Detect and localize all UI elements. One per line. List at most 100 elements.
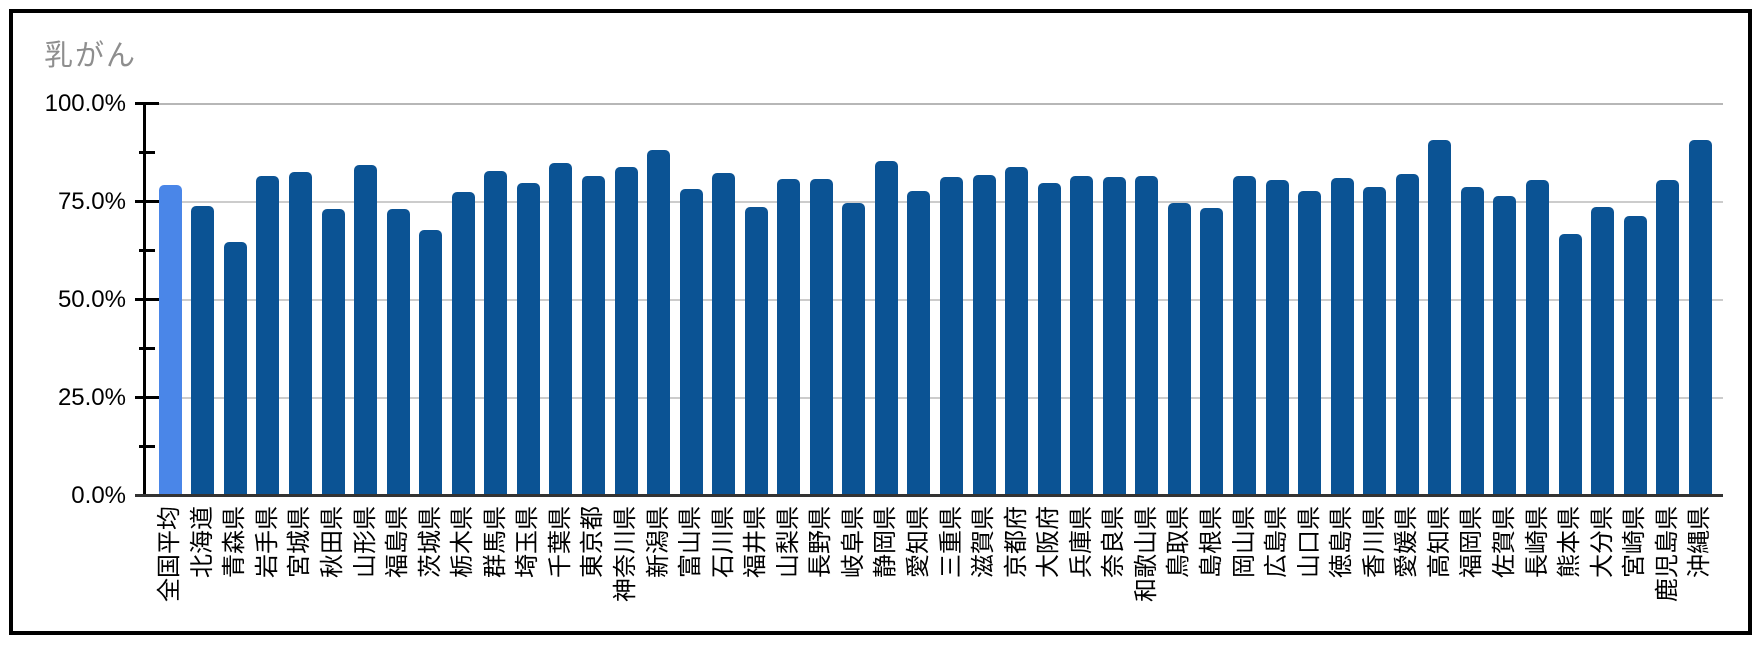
- bar-富山県: [679, 188, 703, 496]
- bar-広島県: [1265, 179, 1289, 496]
- y-axis-label: 25.0%: [57, 383, 126, 411]
- bar-鳥取県: [1167, 202, 1191, 496]
- bar-長野県: [809, 178, 833, 496]
- x-axis-label-愛媛県: 愛媛県: [1393, 506, 1421, 578]
- x-axis-label-長野県: 長野県: [807, 506, 835, 578]
- bar-北海道: [191, 206, 215, 496]
- x-axis-label-岐阜県: 岐阜県: [839, 506, 867, 578]
- x-axis-label-埼玉県: 埼玉県: [514, 506, 542, 578]
- bar-島根県: [1200, 208, 1224, 496]
- bar-静岡県: [874, 160, 898, 496]
- x-axis-label-徳島県: 徳島県: [1328, 506, 1356, 578]
- chart-title: 乳がん: [44, 40, 138, 72]
- bar-東京都: [581, 176, 605, 496]
- bar-石川県: [712, 172, 736, 496]
- bar-京都府: [1005, 167, 1029, 496]
- x-axis-label-静岡県: 静岡県: [872, 506, 900, 578]
- x-axis-label-大分県: 大分県: [1588, 506, 1616, 578]
- y-axis-label: 75.0%: [57, 187, 126, 215]
- x-axis-label-新潟県: 新潟県: [644, 506, 672, 578]
- x-axis-label-長崎県: 長崎県: [1523, 506, 1551, 578]
- x-axis-label-山口県: 山口県: [1295, 506, 1323, 578]
- y-minor-tick: [139, 347, 155, 350]
- bar-福井県: [744, 206, 768, 496]
- x-axis-label-福岡県: 福岡県: [1458, 506, 1486, 578]
- bar-大阪府: [1037, 182, 1061, 496]
- x-axis-label-山梨県: 山梨県: [774, 506, 802, 578]
- x-axis-label-群馬県: 群馬県: [481, 506, 509, 578]
- bar-山形県: [354, 164, 378, 496]
- bar-香川県: [1363, 186, 1387, 496]
- x-axis-label-香川県: 香川県: [1360, 506, 1388, 578]
- bar-福島県: [386, 208, 410, 496]
- bar-大分県: [1591, 206, 1615, 496]
- bar-鹿児島県: [1656, 180, 1680, 496]
- bar-千葉県: [549, 162, 573, 496]
- x-axis-label-和歌山県: 和歌山県: [1132, 506, 1160, 602]
- x-axis-label-京都府: 京都府: [1002, 506, 1030, 578]
- gridline-25.0%: [146, 396, 1723, 399]
- bar-熊本県: [1558, 234, 1582, 496]
- x-axis-label-福井県: 福井県: [742, 506, 770, 578]
- x-axis-line: [135, 493, 1723, 497]
- bar-神奈川県: [614, 167, 638, 496]
- x-axis-label-岡山県: 岡山県: [1230, 506, 1258, 578]
- bar-佐賀県: [1493, 196, 1517, 496]
- bar-奈良県: [1102, 177, 1126, 496]
- y-minor-tick: [139, 151, 155, 154]
- x-axis-label-北海道: 北海道: [188, 506, 216, 578]
- bar-山梨県: [777, 178, 801, 496]
- bar-埼玉県: [516, 182, 540, 496]
- bar-長崎県: [1526, 180, 1549, 496]
- x-axis-label-沖縄県: 沖縄県: [1686, 506, 1714, 578]
- bar-宮城県: [288, 172, 312, 496]
- x-axis-label-滋賀県: 滋賀県: [970, 506, 998, 578]
- bar-滋賀県: [972, 174, 996, 496]
- x-axis-label-鳥取県: 鳥取県: [1165, 506, 1193, 578]
- x-axis-label-山形県: 山形県: [351, 506, 379, 578]
- y-axis-label: 50.0%: [57, 285, 126, 313]
- bar-宮崎県: [1623, 215, 1647, 496]
- x-axis-label-秋田県: 秋田県: [319, 506, 347, 578]
- bar-和歌山県: [1135, 176, 1159, 496]
- bar-秋田県: [321, 208, 345, 496]
- x-axis-label-鹿児島県: 鹿児島県: [1653, 506, 1681, 602]
- x-axis-label-宮崎県: 宮崎県: [1621, 506, 1649, 578]
- x-axis-label-兵庫県: 兵庫県: [1067, 506, 1095, 578]
- y-axis-label: 100.0%: [44, 89, 126, 117]
- y-minor-tick: [139, 445, 155, 448]
- x-axis-label-青森県: 青森県: [221, 506, 249, 578]
- x-axis-label-神奈川県: 神奈川県: [612, 506, 640, 602]
- bar-三重県: [940, 177, 964, 496]
- bar-沖縄県: [1688, 140, 1712, 496]
- bar-愛知県: [907, 191, 931, 496]
- y-minor-tick: [139, 249, 155, 252]
- bar-岩手県: [256, 175, 280, 496]
- bar-青森県: [223, 242, 247, 496]
- x-axis-label-広島県: 広島県: [1263, 506, 1291, 578]
- x-axis-label-福島県: 福島県: [384, 506, 412, 578]
- gridline-50.0%: [146, 298, 1723, 301]
- bar-福岡県: [1460, 186, 1484, 496]
- bar-全国平均: [158, 185, 182, 496]
- x-axis-label-三重県: 三重県: [937, 506, 965, 578]
- x-axis-label-富山県: 富山県: [677, 506, 705, 578]
- bar-岐阜県: [842, 202, 866, 496]
- y-axis-label: 0.0%: [71, 481, 126, 509]
- x-axis-label-高知県: 高知県: [1425, 506, 1453, 578]
- bar-群馬県: [484, 170, 508, 496]
- x-axis-label-全国平均: 全国平均: [156, 506, 184, 602]
- x-axis-label-愛知県: 愛知県: [904, 506, 932, 578]
- x-axis-label-佐賀県: 佐賀県: [1490, 506, 1518, 578]
- bar-山口県: [1298, 190, 1322, 496]
- bar-徳島県: [1330, 178, 1354, 496]
- x-axis-label-宮城県: 宮城県: [286, 506, 314, 578]
- y-tick-50.0%: [135, 298, 159, 301]
- x-axis-label-千葉県: 千葉県: [546, 506, 574, 578]
- bar-栃木県: [451, 192, 475, 496]
- gridline-75.0%: [146, 200, 1723, 203]
- x-axis-label-栃木県: 栃木県: [449, 506, 477, 578]
- x-axis-label-奈良県: 奈良県: [1100, 506, 1128, 578]
- x-axis-label-島根県: 島根県: [1197, 506, 1225, 578]
- x-axis-label-熊本県: 熊本県: [1556, 506, 1584, 578]
